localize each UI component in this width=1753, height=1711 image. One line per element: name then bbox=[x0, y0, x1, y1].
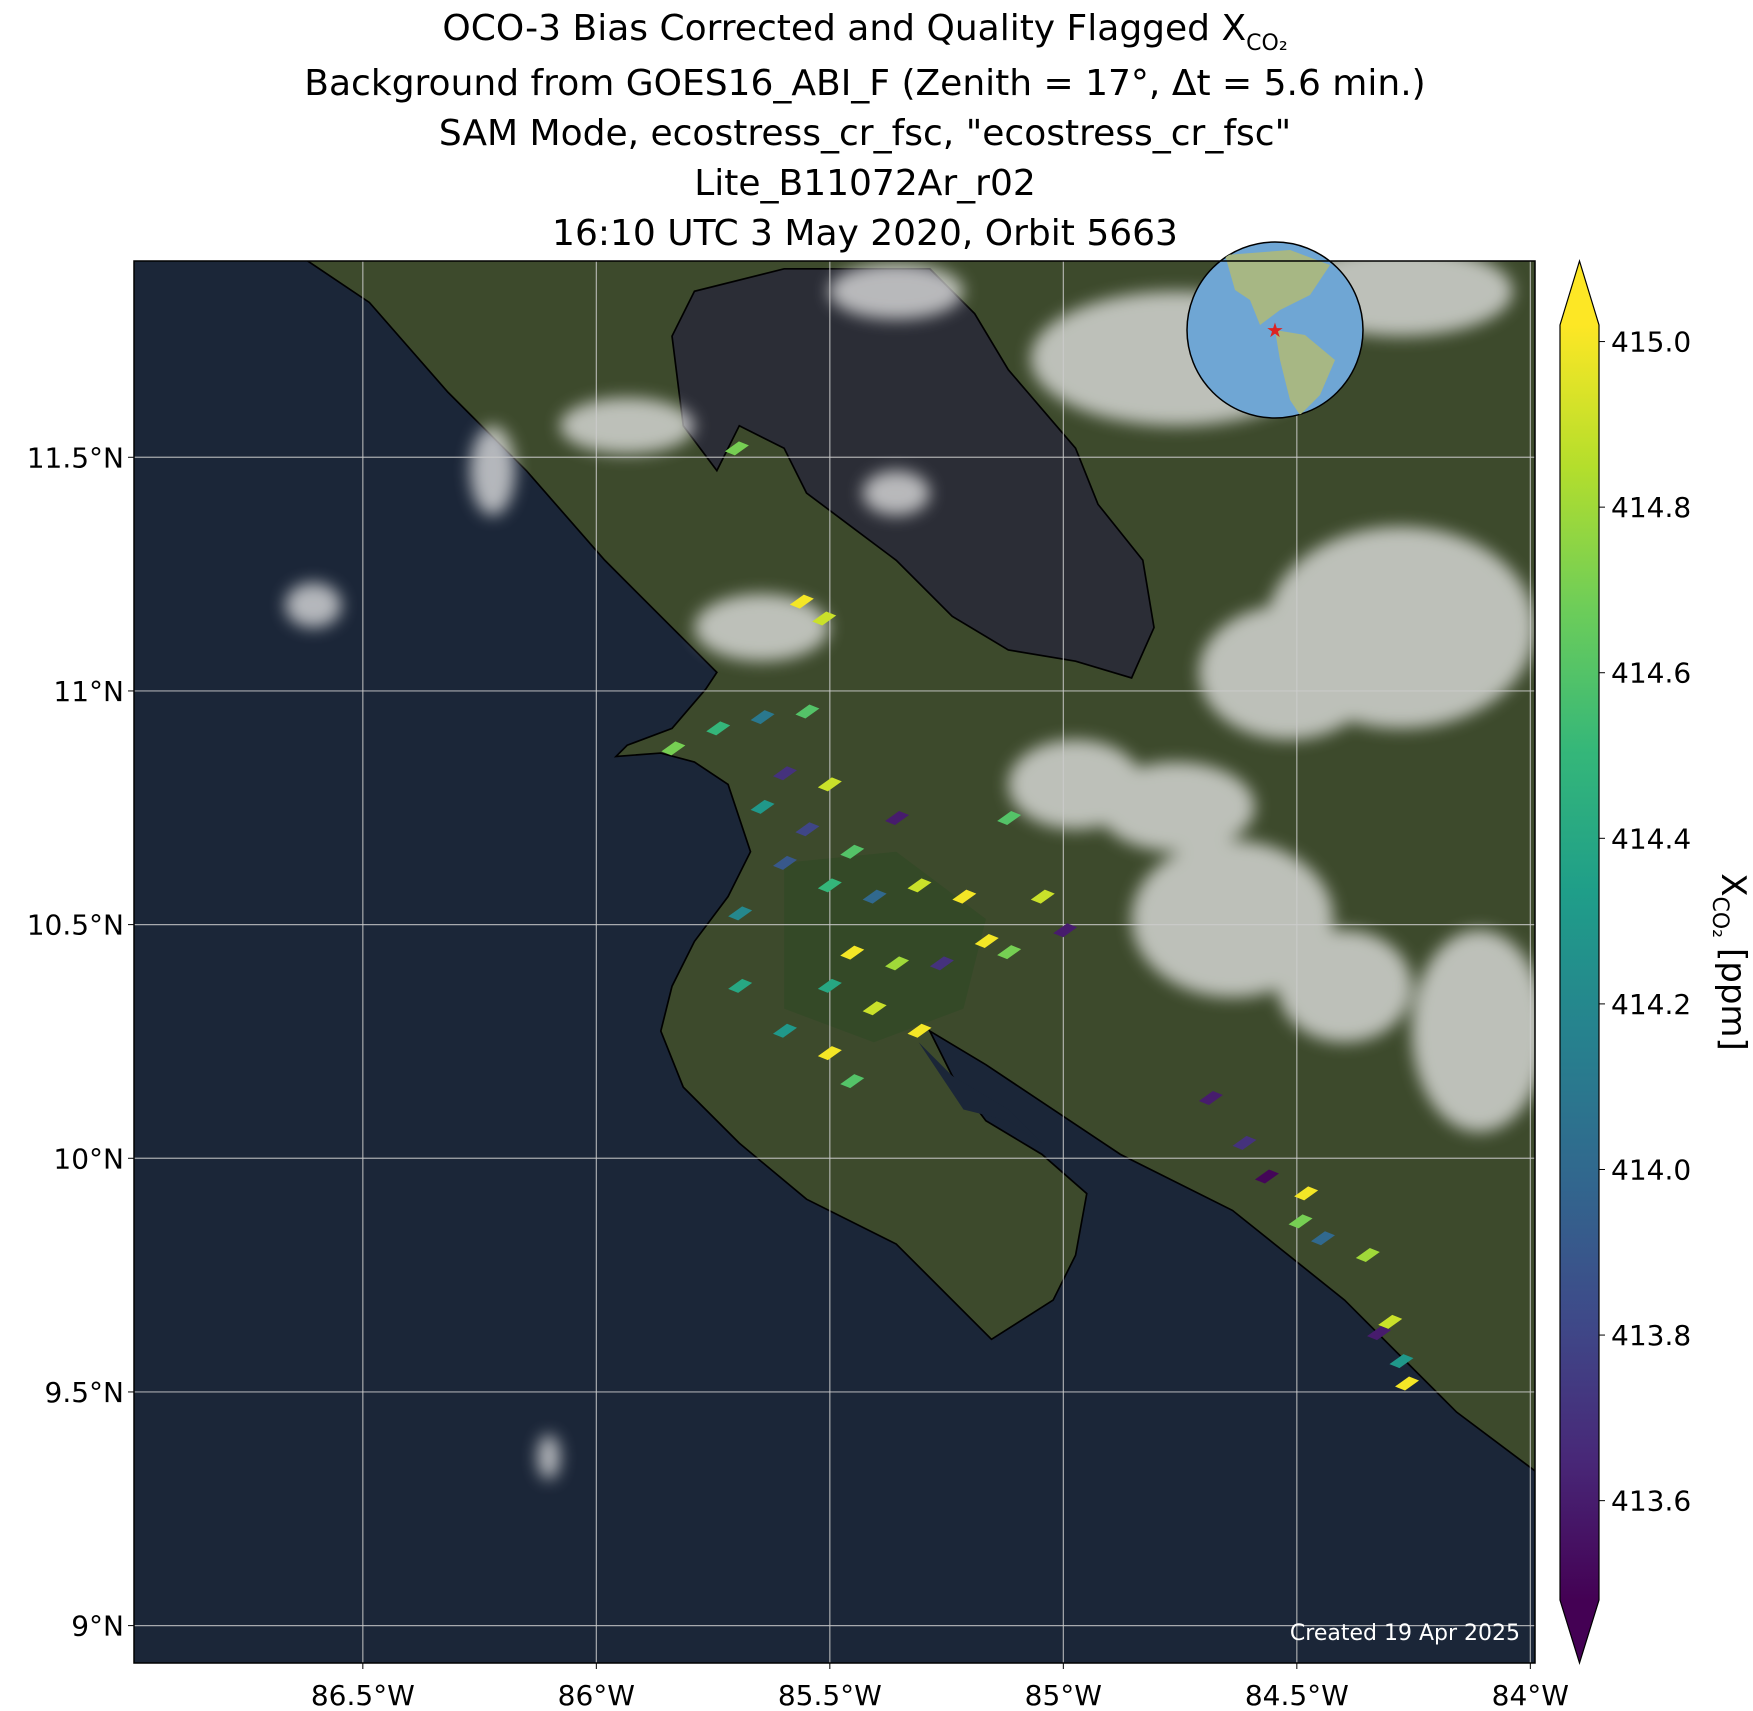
sounding bbox=[952, 889, 977, 904]
sounding bbox=[1389, 1354, 1414, 1369]
sounding bbox=[661, 741, 686, 756]
location-star: ★ bbox=[1266, 318, 1284, 342]
sounding bbox=[1198, 1090, 1223, 1105]
land bbox=[306, 261, 1535, 1472]
sounding bbox=[1310, 1231, 1335, 1246]
globe-inset: ★ bbox=[1186, 241, 1364, 419]
sounding bbox=[772, 766, 797, 781]
map-background bbox=[134, 261, 1535, 1663]
sounding bbox=[997, 811, 1022, 826]
x-tick-label: 86°W bbox=[558, 1679, 635, 1711]
colorbar-body bbox=[1560, 325, 1599, 1600]
y-tick-label: 10.5°N bbox=[27, 909, 124, 942]
sounding bbox=[750, 799, 775, 814]
sounding bbox=[1053, 923, 1078, 938]
sounding bbox=[728, 906, 753, 921]
sounding bbox=[812, 611, 837, 626]
globe-land bbox=[1225, 250, 1335, 415]
x-tick-label: 85°W bbox=[1025, 1679, 1102, 1711]
sounding bbox=[795, 822, 820, 837]
forest bbox=[784, 851, 986, 1043]
colorbar-extend-max bbox=[1560, 261, 1599, 325]
colorbar-tick-label: 414.0 bbox=[1611, 1153, 1691, 1186]
colorbar-tick-label: 413.6 bbox=[1611, 1485, 1691, 1518]
subtitle: 16:10 UTC 3 May 2020, Orbit 5663 bbox=[552, 213, 1178, 254]
x-tick-label: 85.5°W bbox=[778, 1679, 882, 1711]
x-tick-label: 84.5°W bbox=[1245, 1679, 1349, 1711]
sounding bbox=[997, 945, 1022, 960]
subtitle: Background from GOES16_ABI_F (Zenith = 1… bbox=[304, 63, 1425, 104]
y-tick-label: 9.5°N bbox=[45, 1376, 124, 1409]
sounding bbox=[840, 844, 865, 859]
title-subscript: CO₂ bbox=[1246, 31, 1288, 56]
sounding bbox=[862, 889, 887, 904]
sounding bbox=[840, 1074, 865, 1089]
sounding bbox=[885, 811, 910, 826]
colorbar-label: XCO₂ [ppm] bbox=[1707, 873, 1753, 1051]
sounding bbox=[1378, 1314, 1403, 1329]
title: OCO-3 Bias Corrected and Quality Flagged… bbox=[442, 8, 1287, 56]
sounding bbox=[724, 441, 749, 456]
sounding bbox=[907, 878, 932, 893]
sounding bbox=[1232, 1135, 1257, 1150]
soundings bbox=[661, 441, 1420, 1391]
x-tick-label: 86.5°W bbox=[311, 1679, 415, 1711]
title-block: OCO-3 Bias Corrected and Quality Flagged… bbox=[304, 8, 1425, 254]
sounding bbox=[789, 594, 814, 609]
colorbar-tick-label: 414.6 bbox=[1611, 657, 1691, 690]
sounding bbox=[750, 710, 775, 725]
colorbar: 413.6 413.8 414.0 414.2 414.4 414.6 414.8 415.0 bbox=[1559, 258, 1691, 1666]
sounding bbox=[885, 956, 910, 971]
colorbar-tick-label: 414.8 bbox=[1611, 491, 1691, 524]
sounding bbox=[817, 878, 842, 893]
sounding bbox=[1395, 1376, 1420, 1391]
y-tick-label: 11.5°N bbox=[27, 441, 124, 474]
y-tick-label: 10°N bbox=[53, 1142, 124, 1175]
sounding bbox=[817, 1046, 842, 1061]
title-main: OCO-3 Bias Corrected and Quality Flagged… bbox=[442, 8, 1246, 49]
sounding bbox=[817, 777, 842, 792]
sounding bbox=[1355, 1248, 1380, 1263]
sounding bbox=[862, 1001, 887, 1016]
sounding bbox=[1294, 1186, 1319, 1201]
colorbar-label-subscript: CO₂ bbox=[1707, 896, 1732, 938]
grid: 86.5°W 86°W 85.5°W 85°W 84.5°W 84°W 9°N 9.5°N 10… bbox=[27, 261, 1569, 1711]
colorbar-tick-label: 413.8 bbox=[1611, 1319, 1691, 1352]
y-tick-label: 11°N bbox=[53, 675, 124, 708]
sounding bbox=[772, 855, 797, 870]
colorbar-label-main: X bbox=[1713, 873, 1753, 896]
sounding bbox=[974, 933, 999, 948]
colorbar-tick-label: 415.0 bbox=[1611, 326, 1691, 359]
colorbar-extend-min bbox=[1560, 1600, 1599, 1663]
sounding bbox=[817, 978, 842, 993]
sounding bbox=[795, 704, 820, 719]
sounding bbox=[1254, 1169, 1279, 1184]
sounding bbox=[907, 1023, 932, 1038]
subtitle: SAM Mode, ecostress_cr_fsc, "ecostress_c… bbox=[439, 113, 1291, 154]
sounding bbox=[706, 721, 731, 736]
y-tick-label: 9°N bbox=[71, 1610, 124, 1643]
subtitle: Lite_B11072Ar_r02 bbox=[694, 163, 1036, 204]
sounding bbox=[1288, 1214, 1313, 1229]
footnote: Created 19 Apr 2025 bbox=[1290, 1621, 1520, 1646]
sounding bbox=[728, 978, 753, 993]
map-frame bbox=[133, 260, 1536, 1664]
colorbar-label-unit: [ppm] bbox=[1713, 948, 1753, 1051]
sounding bbox=[840, 945, 865, 960]
sounding bbox=[1030, 889, 1055, 904]
x-tick-label: 84°W bbox=[1492, 1679, 1569, 1711]
sounding bbox=[772, 1023, 797, 1038]
colorbar-outline bbox=[1559, 258, 1600, 1666]
sounding bbox=[929, 956, 954, 971]
sounding bbox=[1367, 1326, 1392, 1341]
colorbar-tick-label: 414.4 bbox=[1611, 822, 1691, 855]
colorbar-tick-label: 414.2 bbox=[1611, 988, 1691, 1021]
